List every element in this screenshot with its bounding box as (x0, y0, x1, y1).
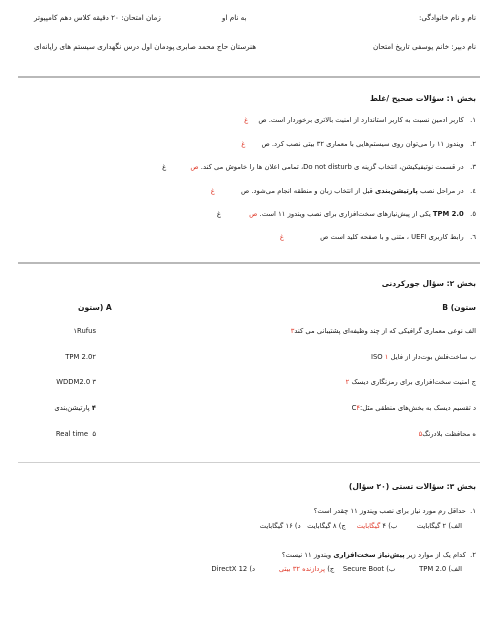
section1-title: بخش ۱: سؤالات صحیح /غلط (369, 94, 476, 103)
tf-question-3: ۳. در قسمت نوتیفیکیشن، انتخاب گزینه ی Do… (162, 163, 476, 171)
match-row-b: ب ساخت‌فلش بوت‌دار از فایل ISO ۱ (370, 353, 476, 361)
exam-duration: زمان امتحان: ۲۰ دقیقه کلاس دهم کامپیوتر (34, 13, 161, 22)
match-row-b: ه محافظت بلادرنگ۵ (418, 430, 476, 438)
tf-mark-6: غ (279, 233, 284, 241)
tf-mark-5: غ (216, 210, 221, 218)
mcq-question-2: ۲. کدام یک از موارد زیر پیش‌نیاز سخت‌افز… (281, 551, 476, 559)
tf-question-1: ۱. کاربر ادمین نسبت به کاربر استاندارد ا… (244, 116, 476, 124)
course-name: پودمان اول درس نگهداری سیستم های رایانه‌… (34, 42, 175, 51)
basmala-label: به نام او (222, 13, 247, 22)
mcq-question-1: ۱. حداقل رم مورد نیاز برای نصب ویندوز ۱۱… (313, 507, 476, 515)
tf-mark-4: غ (210, 187, 215, 195)
match-row-b: ج امنیت سخت‌افزاری برای رمزنگاری دیسک ۲ (345, 378, 476, 386)
tf-question-2: ۲. ویندوز ۱۱ را می‌توان روی سیستم‌هایی ب… (241, 140, 476, 148)
school-name: هنرستان حاج محمد صابری (176, 42, 257, 51)
tf-question-4: ٤. در مراحل نصب پارتیشن‌بندی قبل از انتخ… (210, 187, 476, 195)
tf-mark-5-s: ص (249, 210, 258, 218)
match-row-a: ۵ Real time (55, 430, 96, 438)
mcq-options-1: الف) ۲ گیگابایت ب) ۴ گیگابایت ج) ۸ گیگاب… (259, 522, 462, 530)
match-row-a: ۱Rufus (73, 327, 96, 335)
tf-question-6: ٦. رابط کاربری UEFI ، متنی و با صفحه کلی… (279, 233, 476, 241)
name-label: نام و نام خانوادگی: (419, 13, 476, 22)
section2-title: بخش ۲: سؤال جورکردنی (381, 279, 476, 288)
tf-mark-2: غ (241, 140, 246, 148)
match-row-a: ۲TPM 2.0 (65, 353, 96, 361)
match-row-a: ۳ WDDM2.0 (56, 378, 96, 386)
column-a-header: ستون) A (78, 303, 112, 312)
match-row-b: د تقسیم دیسک به بخش‌های منطقی مثل:C۴ (351, 404, 476, 412)
teacher-label: نام دبیر: خانم یوسفی تاریخ امتحان (372, 42, 476, 51)
mcq-options-2: الف) TPM 2.0 ب) Secure Boot ج) پردازنده … (211, 565, 462, 573)
tf-mark-3-s: ص (190, 163, 199, 171)
tf-question-5: ٥. TPM 2.0 یکی از پیش‌نیازهای سخت‌افزاری… (216, 210, 476, 218)
match-row-a: ۴ پارتیشن‌بندی (54, 404, 96, 412)
section3-title: بخش ۳: سؤالات تستی (۲۰ سؤال) (348, 482, 476, 491)
divider (18, 262, 480, 264)
column-b-header: ستون) B (442, 303, 476, 312)
tf-mark-3: غ (162, 163, 167, 171)
tf-mark-1: غ (244, 116, 249, 124)
divider (18, 76, 480, 78)
divider (18, 462, 480, 463)
match-row-b: الف نوعی معماری گرافیکی که از چند وظیفه‌… (290, 327, 476, 335)
